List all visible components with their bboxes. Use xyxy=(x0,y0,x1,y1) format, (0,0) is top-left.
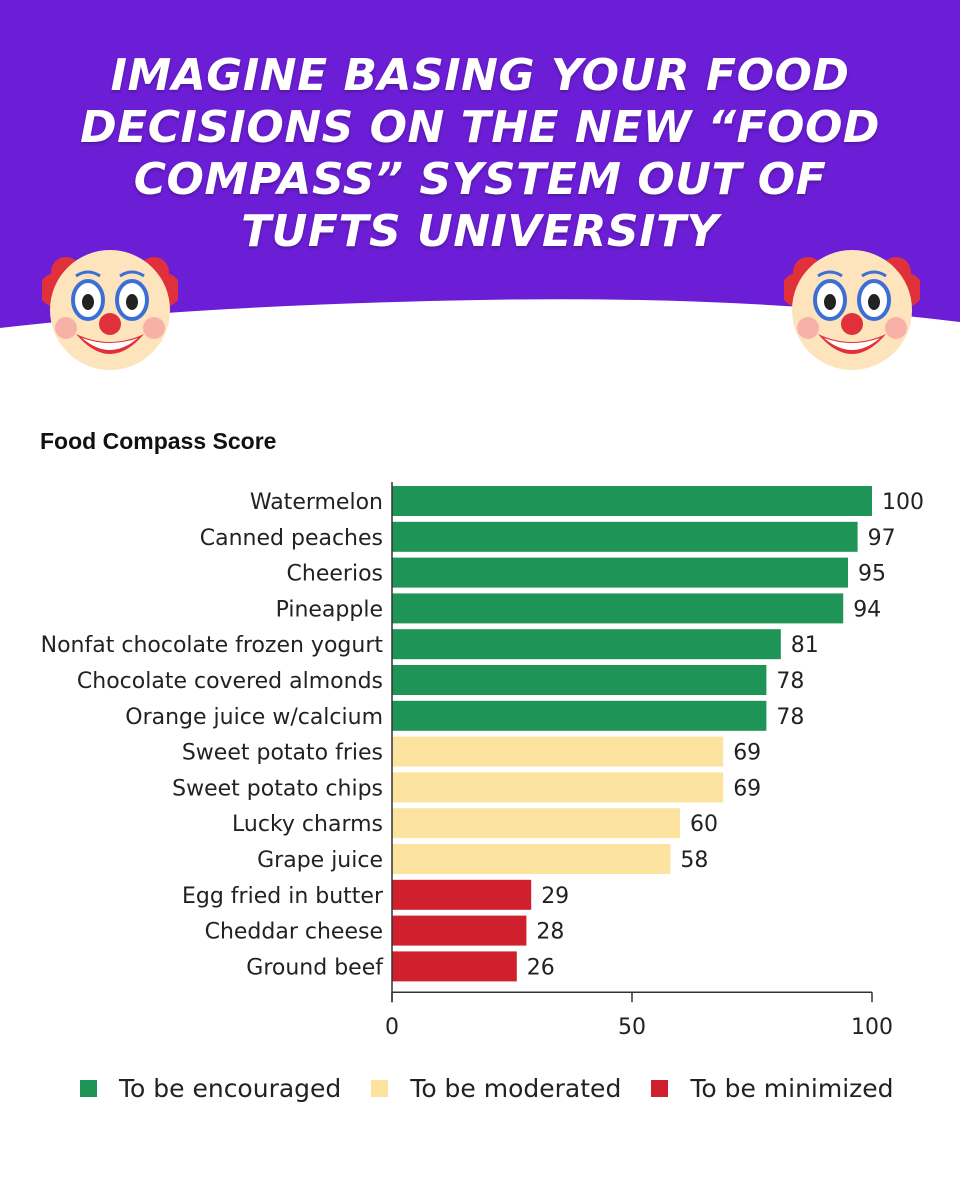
legend-item: To be minimized xyxy=(651,1073,894,1103)
value-label: 100 xyxy=(882,490,924,515)
legend-item: To be encouraged xyxy=(80,1074,341,1103)
value-label: 97 xyxy=(868,526,896,551)
category-label: Canned peaches xyxy=(200,526,383,551)
value-label: 81 xyxy=(791,633,819,658)
bar xyxy=(392,879,532,910)
value-label: 78 xyxy=(776,705,804,730)
bar xyxy=(392,736,724,767)
bar xyxy=(392,593,844,624)
category-label: Lucky charms xyxy=(232,812,383,837)
headline: IMAGINE BASING YOUR FOOD DECISIONS ON TH… xyxy=(80,50,880,257)
category-label: Cheddar cheese xyxy=(205,920,383,945)
legend-swatch xyxy=(651,1079,669,1097)
category-label: Chocolate covered almonds xyxy=(77,669,383,694)
value-label: 94 xyxy=(853,597,881,622)
bar xyxy=(392,521,858,552)
bar xyxy=(392,486,872,516)
legend-label: To be minimized xyxy=(690,1073,894,1103)
x-tick-label: 0 xyxy=(385,1015,399,1040)
bar xyxy=(392,557,848,588)
category-label: Grape juice xyxy=(257,848,383,873)
x-tick-label: 100 xyxy=(851,1015,893,1040)
legend-swatch xyxy=(80,1079,97,1097)
value-label: 78 xyxy=(776,669,804,694)
clown-face-icon xyxy=(42,250,178,370)
category-label: Cheerios xyxy=(287,562,383,587)
legend-swatch xyxy=(371,1079,389,1097)
chart-title: Food Compass Score xyxy=(40,428,277,454)
value-label: 58 xyxy=(680,848,708,873)
bar xyxy=(392,665,767,695)
bar xyxy=(392,700,767,731)
bar xyxy=(392,951,517,982)
bar-chart: Watermelon 100 Canned peaches 97 Cheerios 95 P… xyxy=(41,482,924,1040)
category-label: Orange juice w/calcium xyxy=(125,705,383,730)
category-label: Ground beef xyxy=(246,955,384,980)
value-label: 69 xyxy=(733,776,761,801)
banner-background xyxy=(0,0,960,328)
category-label: Sweet potato fries xyxy=(182,741,383,766)
chart-legend: To be encouraged To be moderated To be min… xyxy=(80,1068,924,1108)
legend-item: To be moderated xyxy=(371,1074,621,1103)
x-tick-label: 50 xyxy=(618,1015,646,1040)
category-label: Egg fried in butter xyxy=(182,884,384,909)
bar xyxy=(392,915,527,946)
value-label: 28 xyxy=(536,920,564,945)
value-label: 69 xyxy=(733,741,761,766)
category-label: Watermelon xyxy=(250,490,383,515)
value-label: 26 xyxy=(527,955,555,980)
category-label: Sweet potato chips xyxy=(172,776,383,801)
category-label: Pineapple xyxy=(276,597,383,622)
legend-label: To be moderated xyxy=(410,1073,622,1103)
value-label: 95 xyxy=(858,562,886,587)
bar xyxy=(392,844,671,874)
category-label: Nonfat chocolate frozen yogurt xyxy=(41,633,384,658)
value-label: 29 xyxy=(541,884,569,909)
header-banner xyxy=(0,0,960,328)
bar xyxy=(392,772,724,803)
clown-face-icon xyxy=(784,250,920,370)
value-label: 60 xyxy=(690,812,718,837)
bar xyxy=(392,629,781,660)
bar xyxy=(392,808,680,839)
legend-label: To be encouraged xyxy=(119,1073,342,1103)
